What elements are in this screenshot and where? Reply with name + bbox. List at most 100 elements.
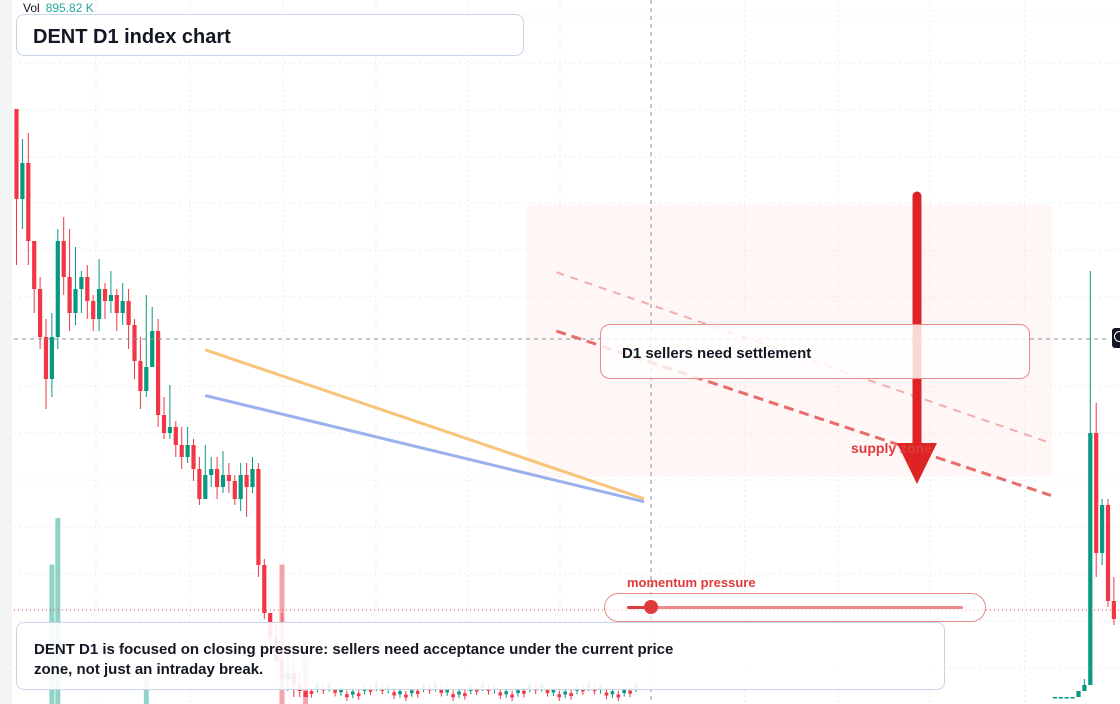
candle-body bbox=[173, 427, 178, 445]
candle-body bbox=[226, 475, 231, 481]
candle-body bbox=[73, 289, 78, 313]
callout-text: D1 sellers need settlement bbox=[622, 345, 812, 362]
candle-body bbox=[557, 694, 562, 698]
candle-body bbox=[244, 475, 249, 487]
candle-body bbox=[516, 690, 520, 694]
candle-body bbox=[55, 241, 60, 337]
candle-body bbox=[545, 690, 550, 694]
candle-body bbox=[474, 688, 479, 692]
candle-body bbox=[392, 692, 396, 696]
candle-body bbox=[1088, 433, 1093, 685]
candle-body bbox=[1100, 505, 1105, 553]
candle-body bbox=[26, 163, 31, 241]
candle-body bbox=[563, 691, 567, 695]
crosshair-price-marker[interactable] bbox=[1112, 328, 1120, 348]
candle-body bbox=[102, 289, 108, 301]
candle-body bbox=[398, 691, 402, 695]
candle-body bbox=[97, 289, 102, 319]
candle-body bbox=[1052, 697, 1057, 699]
candle-body bbox=[309, 691, 314, 694]
candle-body bbox=[232, 481, 237, 499]
candle-body bbox=[410, 690, 414, 694]
candle-body bbox=[215, 469, 220, 487]
candle-body bbox=[79, 277, 84, 289]
candle-body bbox=[463, 693, 467, 697]
candle-body bbox=[191, 445, 196, 469]
candle-body bbox=[439, 689, 444, 693]
candle-body bbox=[156, 331, 161, 415]
candle-body bbox=[161, 415, 167, 433]
candle-body bbox=[91, 301, 96, 319]
candle-body bbox=[49, 337, 54, 379]
volume-value: 895.82 K bbox=[45, 1, 94, 15]
candle-body bbox=[43, 337, 49, 379]
candle-body bbox=[262, 565, 267, 613]
candle-body bbox=[404, 694, 408, 698]
momentum-track bbox=[627, 600, 963, 614]
candle-body bbox=[622, 690, 626, 694]
candle-body bbox=[339, 689, 343, 693]
candle-body bbox=[132, 325, 137, 361]
candle-body bbox=[138, 361, 143, 391]
candle-body bbox=[457, 691, 461, 695]
momentum-slider[interactable] bbox=[604, 593, 986, 622]
target-icon bbox=[1114, 331, 1120, 342]
candle-body bbox=[551, 689, 556, 693]
candle-body bbox=[356, 693, 361, 697]
candle-body bbox=[1105, 505, 1111, 601]
candle-body bbox=[32, 241, 37, 289]
candle-body bbox=[14, 109, 19, 199]
candle-body bbox=[144, 367, 149, 391]
candle-body bbox=[126, 301, 131, 325]
candle-body bbox=[150, 331, 155, 367]
title-panel: DENT D1 index chart bbox=[16, 14, 524, 56]
candle-body bbox=[616, 694, 621, 698]
trend-line-lower bbox=[204, 394, 645, 503]
left-price-scale bbox=[0, 0, 12, 704]
momentum-label: momentum pressure bbox=[627, 575, 756, 590]
candle-body bbox=[38, 289, 43, 337]
candle-body bbox=[67, 277, 72, 313]
candle-body bbox=[256, 469, 261, 565]
candle-body bbox=[1076, 691, 1081, 697]
momentum-knob[interactable] bbox=[643, 600, 658, 614]
candle-body bbox=[1064, 697, 1069, 699]
candle-body bbox=[1111, 601, 1116, 619]
candle-body bbox=[415, 690, 420, 694]
candle-body bbox=[197, 469, 202, 499]
candle-body bbox=[510, 694, 514, 698]
chart-title: DENT D1 index chart bbox=[33, 26, 231, 48]
candle-body bbox=[604, 692, 609, 696]
candle-body bbox=[610, 691, 615, 695]
candle-body bbox=[114, 295, 119, 313]
settlement-callout: D1 sellers need settlement bbox=[600, 324, 1030, 379]
candle-body bbox=[569, 693, 573, 697]
trend-line-upper bbox=[204, 348, 645, 500]
volume-bar bbox=[55, 518, 61, 704]
candle-body bbox=[345, 694, 349, 698]
candle-body bbox=[522, 690, 526, 694]
candle-body bbox=[333, 689, 337, 693]
candle-body bbox=[120, 301, 125, 313]
candle-body bbox=[445, 689, 449, 693]
candle-body bbox=[250, 469, 255, 487]
candle-body bbox=[209, 469, 214, 475]
candle-body bbox=[1070, 697, 1075, 699]
candle-body bbox=[628, 690, 632, 694]
candle-body bbox=[220, 475, 226, 487]
momentum-fill bbox=[627, 606, 651, 609]
candle-body bbox=[108, 295, 113, 301]
analysis-note: DENT D1 is focused on closing pressure: … bbox=[16, 622, 945, 690]
volume-legend: Vol 895.82 K bbox=[23, 1, 94, 15]
candle-body bbox=[167, 427, 172, 433]
candle-body bbox=[203, 475, 208, 499]
candle-body bbox=[179, 445, 184, 457]
candle-body bbox=[368, 688, 373, 692]
candle-body bbox=[238, 475, 243, 499]
note-text: DENT D1 is focused on closing pressure: … bbox=[34, 641, 674, 678]
candle-body bbox=[351, 691, 355, 695]
candle-body bbox=[1094, 433, 1099, 553]
down-arrow bbox=[897, 191, 937, 484]
candle-body bbox=[20, 163, 25, 199]
volume-label: Vol bbox=[23, 1, 40, 15]
